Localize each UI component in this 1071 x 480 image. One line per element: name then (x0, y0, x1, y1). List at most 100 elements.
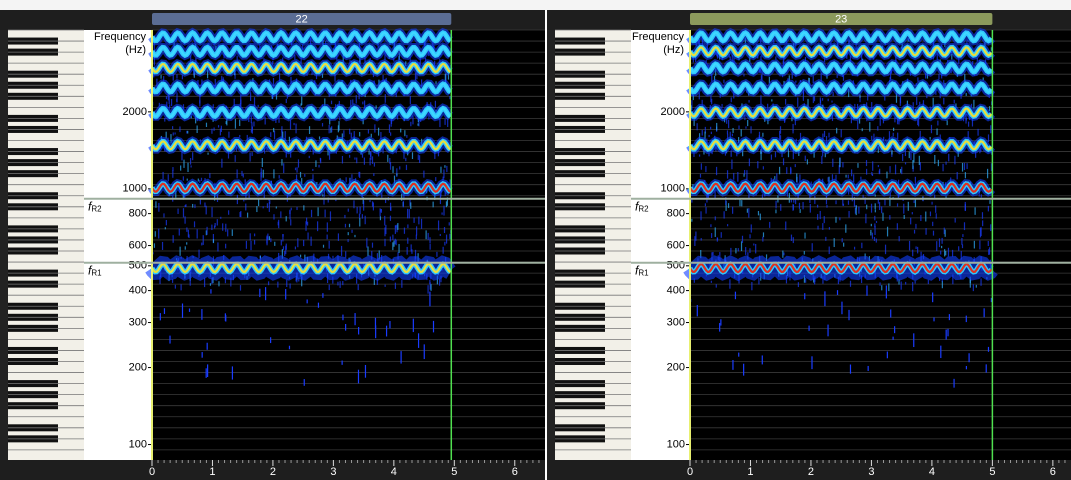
noise (933, 317, 934, 321)
noise (952, 250, 953, 257)
noise (438, 220, 439, 230)
noise (795, 81, 796, 83)
noise (352, 99, 353, 104)
noise (915, 246, 916, 249)
noise (430, 284, 431, 291)
noise (817, 214, 818, 220)
noise (395, 283, 396, 289)
noise (218, 125, 219, 127)
noise (834, 238, 835, 247)
noise (811, 356, 812, 369)
noise (895, 165, 896, 175)
noise (429, 237, 430, 243)
noise (184, 216, 185, 223)
noise (984, 308, 985, 317)
y-axis-unit: (Hz) (663, 44, 684, 56)
noise (886, 285, 887, 298)
noise (749, 234, 750, 238)
noise (298, 159, 299, 167)
noise (841, 129, 842, 137)
noise (876, 239, 877, 243)
noise (962, 244, 963, 248)
noise (341, 246, 342, 256)
noise (187, 131, 188, 134)
noise (775, 152, 776, 158)
noise (441, 212, 442, 214)
noise (424, 344, 425, 359)
noise (366, 238, 367, 248)
noise (743, 74, 744, 77)
noise (232, 366, 233, 379)
noise (439, 279, 440, 286)
y-axis-label: Frequency (94, 31, 146, 43)
noise (711, 281, 712, 283)
noise (842, 162, 843, 167)
noise (694, 236, 695, 246)
noise (169, 96, 170, 104)
noise (758, 211, 759, 215)
noise (909, 241, 910, 250)
noise (915, 199, 916, 207)
noise (390, 132, 391, 135)
noise (206, 123, 207, 127)
noise (337, 282, 338, 286)
noise (912, 160, 913, 169)
noise (444, 227, 445, 233)
noise (389, 158, 390, 164)
noise (162, 172, 163, 179)
noise (362, 154, 363, 158)
noise (245, 204, 246, 211)
noise (401, 280, 402, 288)
noise (804, 293, 805, 299)
noise (813, 96, 814, 103)
noise (250, 233, 251, 240)
noise (392, 235, 393, 240)
noise (204, 203, 205, 208)
noise (179, 229, 180, 236)
noise (791, 235, 792, 241)
noise (871, 204, 872, 213)
noise (331, 126, 332, 132)
noise (273, 214, 274, 219)
noise (278, 220, 279, 228)
noise (748, 208, 749, 217)
noise (721, 232, 722, 238)
x-tick-label: 4 (929, 466, 935, 478)
noise (274, 242, 275, 246)
noise (413, 217, 414, 222)
noise (318, 303, 319, 308)
noise (845, 224, 846, 232)
noise (879, 171, 880, 175)
noise (348, 232, 349, 235)
noise (793, 237, 794, 243)
noise (912, 282, 913, 291)
noise (239, 135, 240, 137)
noise (160, 313, 161, 320)
noise (910, 218, 911, 225)
noise (875, 203, 876, 209)
noise (240, 100, 241, 106)
noise (842, 238, 843, 242)
noise (747, 209, 748, 213)
noise (358, 284, 359, 290)
noise (372, 243, 373, 248)
noise (345, 324, 346, 331)
noise (812, 243, 813, 251)
noise (380, 216, 381, 220)
noise (941, 246, 942, 248)
noise (762, 237, 763, 242)
noise (221, 159, 222, 168)
noise (783, 252, 784, 255)
noise (868, 366, 869, 371)
noise (427, 285, 428, 293)
noise (340, 281, 341, 288)
noise (261, 168, 262, 177)
noise (158, 203, 159, 212)
noise (851, 169, 852, 176)
noise (188, 230, 189, 237)
x-tick-label: 2 (270, 466, 276, 478)
noise (848, 200, 849, 204)
noise (712, 252, 713, 256)
noise (967, 163, 968, 169)
noise (837, 290, 838, 295)
